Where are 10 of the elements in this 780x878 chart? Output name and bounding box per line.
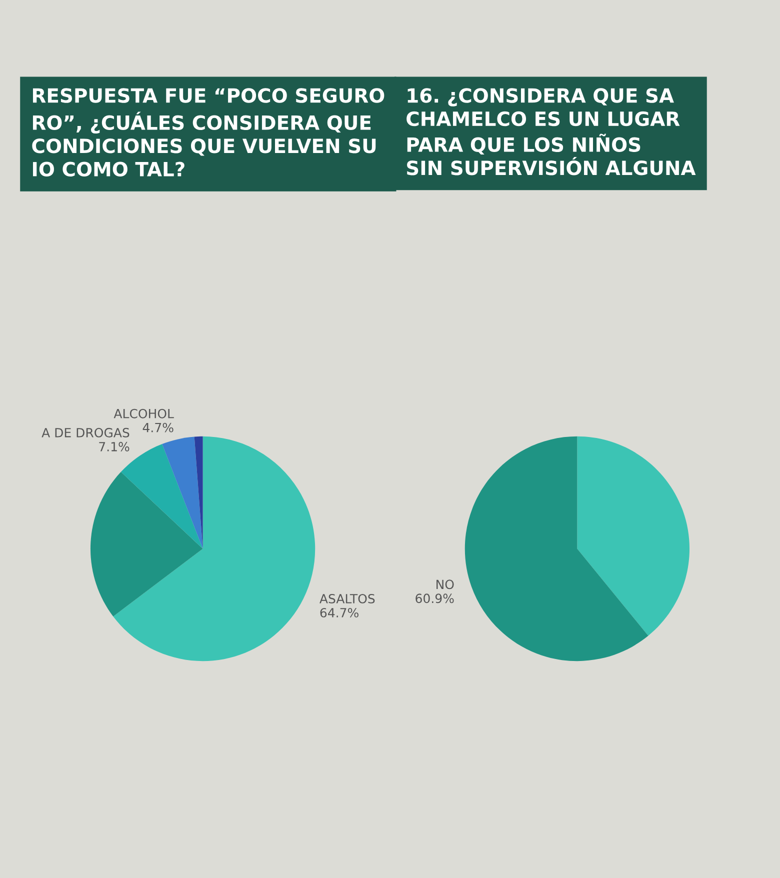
slice-label: NO bbox=[436, 580, 454, 590]
slice-label: A DE DROGAS bbox=[42, 428, 130, 438]
chart-title: RESPUESTA FUE “POCO SEGURO RO”, ¿CUÁLES CONSIDERA QUE CONDICIONES QUE VUELVEN SU IO COMO TAL? bbox=[32, 88, 384, 176]
data-label: 60.9% bbox=[416, 594, 454, 604]
slice-label: ALCOHOL bbox=[114, 408, 174, 418]
slice-label: ASALTOS bbox=[320, 594, 375, 604]
data-label: 64.7% bbox=[320, 608, 358, 618]
chart-title: 16. ¿CONSIDERA QUE SA CHAMELCO ES UN LUGAR PARA QUE LOS NIÑOS SIN SUPERVISIÓN ALGUNA bbox=[406, 88, 696, 176]
data-label: 7.1% bbox=[99, 442, 130, 452]
data-label: 4.7% bbox=[142, 422, 174, 432]
